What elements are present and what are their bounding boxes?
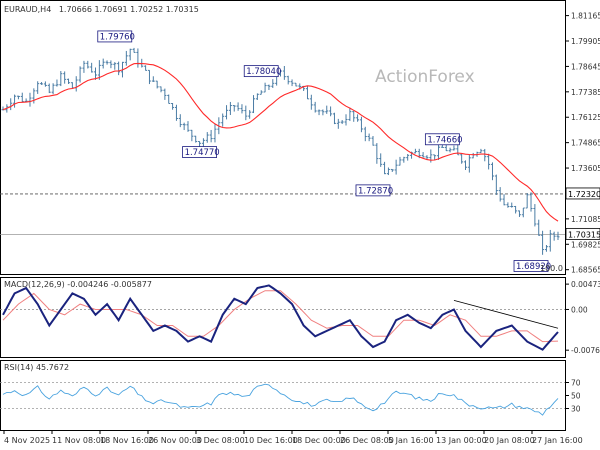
x-tick-label: 10 Dec 16:00 xyxy=(244,436,298,445)
price-y-tick-label: 1.78645 xyxy=(571,62,600,71)
price-y-tick-label: 1.81165 xyxy=(571,12,600,21)
level-label-box xyxy=(243,65,279,78)
level-label: 1.79760 xyxy=(100,32,135,42)
moving-average-line xyxy=(2,62,559,222)
macd-title: MACD(12,26,9) -0.004246 -0.005877 xyxy=(4,280,152,289)
macd-y-tick-label: 0.00 xyxy=(571,305,588,314)
x-tick-label: 5 Jan 16:00 xyxy=(388,436,434,445)
x-tick-label: 20 Jan 08:00 xyxy=(484,436,535,445)
price-tag-label: 1.72320 xyxy=(568,190,600,199)
price-y-tick-label: 1.74865 xyxy=(571,139,600,148)
level-label: 1.78040 xyxy=(246,67,281,77)
rsi-y-tick-label: 70 xyxy=(571,379,581,388)
price-y-tick-label: 1.77385 xyxy=(571,88,600,97)
rsi-panel xyxy=(0,360,566,431)
ohlc-label: 1.70666 1.70691 1.70252 1.70315 xyxy=(59,5,199,14)
price-tag-box xyxy=(565,227,600,240)
x-tick-label: 13 Jan 00:00 xyxy=(436,436,487,445)
x-tick-label: 3 Dec 08:00 xyxy=(196,436,245,445)
level-label: 1.68920 xyxy=(516,262,551,272)
watermark: ActionForex xyxy=(375,67,475,87)
rsi-title: RSI(14) 45.7672 xyxy=(4,363,69,372)
x-tick-label: 26 Nov 00:00 xyxy=(148,436,202,445)
price-annotation: 100.0 xyxy=(540,264,563,273)
price-y-tick-label: 1.79905 xyxy=(571,37,600,46)
level-label-box xyxy=(513,260,549,272)
x-tick-label: 4 Nov 2025 xyxy=(4,436,50,445)
rsi-line xyxy=(2,383,559,416)
x-tick-label: 26 Dec 08:00 xyxy=(340,436,394,445)
price-tag-box xyxy=(565,187,600,200)
axis-layer: 1.81165 1.79905 1.78645 1.77385 1.76125 1.748… xyxy=(3,12,600,445)
rsi-y-tick-label: 50 xyxy=(571,392,581,401)
price-y-tick-label: 1.71085 xyxy=(571,215,600,224)
level-label-box xyxy=(355,184,391,197)
level-label: 1.74770 xyxy=(185,148,220,158)
x-tick-label: 18 Dec 00:00 xyxy=(292,436,346,445)
x-tick-label: 27 Jan 16:00 xyxy=(532,436,583,445)
level-label-box xyxy=(97,30,133,43)
macd-trendline xyxy=(453,299,559,329)
level-label: 1.74660 xyxy=(427,135,462,145)
symbol-label: EURAUD,H4 xyxy=(4,5,51,14)
macd-panel xyxy=(0,277,566,358)
price-layer: 1.79760 1.78040 1.74770 1.72870 1.74660 1.689… xyxy=(0,30,565,272)
macd-y-tick-label: 0.004731 xyxy=(571,280,600,289)
price-y-tick-label: 1.68565 xyxy=(571,266,600,275)
x-tick-label: 18 Nov 16:00 xyxy=(100,436,154,445)
price-tag-label: 1.70315 xyxy=(568,230,600,239)
rsi-y-tick-label: 30 xyxy=(571,405,581,414)
macd-y-tick-label: -0.007601 xyxy=(571,346,600,355)
level-label: 1.72870 xyxy=(358,186,393,196)
level-label-box xyxy=(182,146,217,158)
price-y-tick-label: 1.76125 xyxy=(571,113,600,122)
macd-main-line xyxy=(2,284,559,351)
macd-signal-line xyxy=(2,290,559,343)
chart-title: EURAUD,H4 1.70666 1.70691 1.70252 1.7031… xyxy=(4,5,199,14)
price-y-tick-label: 1.73605 xyxy=(571,164,600,173)
rsi-layer xyxy=(0,382,565,416)
macd-layer xyxy=(0,284,565,351)
x-tick-label: 11 Nov 08:00 xyxy=(52,436,106,445)
level-label-box xyxy=(424,133,460,146)
price-y-tick-label: 1.69825 xyxy=(571,240,600,249)
price-panel xyxy=(0,0,566,275)
